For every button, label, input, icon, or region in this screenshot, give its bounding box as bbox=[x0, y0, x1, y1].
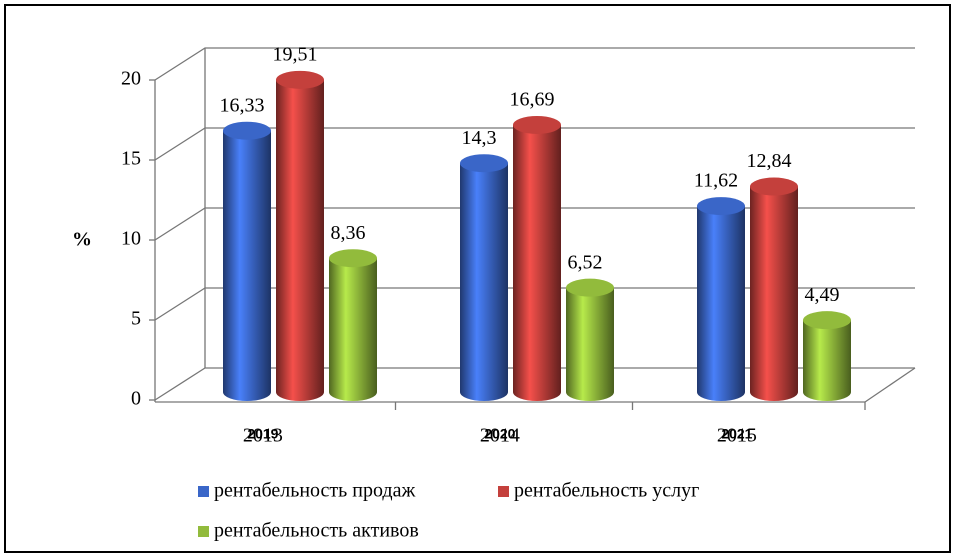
bar bbox=[513, 124, 561, 402]
bar bbox=[803, 320, 851, 401]
bar-top bbox=[750, 177, 798, 196]
bar-top bbox=[697, 197, 745, 216]
bar-top bbox=[276, 70, 324, 89]
bar bbox=[566, 287, 614, 401]
grid-line bbox=[154, 127, 915, 161]
bar-top bbox=[513, 115, 561, 134]
x-tick-label: 2020 bbox=[484, 426, 515, 442]
bar bbox=[329, 258, 377, 401]
grid-line bbox=[154, 47, 915, 81]
y-tick-label: 20 bbox=[121, 68, 141, 90]
y-tick-label: 0 bbox=[131, 388, 141, 410]
bar-top bbox=[566, 278, 614, 297]
bar bbox=[276, 79, 324, 401]
x-tick-label: 2021 bbox=[721, 426, 752, 442]
value-label: 4,49 bbox=[805, 284, 840, 306]
value-label: 19,51 bbox=[273, 43, 318, 65]
grid-line bbox=[154, 367, 915, 401]
x-tick-label: 2019 bbox=[247, 426, 278, 442]
grid-line bbox=[154, 287, 915, 321]
value-label: 8,36 bbox=[331, 222, 366, 244]
y-tick-label: 5 bbox=[131, 308, 141, 330]
bar bbox=[223, 130, 271, 401]
bar-top bbox=[329, 249, 377, 268]
legend-label: рентабельность продаж bbox=[214, 480, 415, 502]
bar-top bbox=[460, 154, 508, 173]
bar-top bbox=[223, 121, 271, 140]
x-underlying-label: 2015 bbox=[717, 425, 757, 447]
y-tick-label: 15 bbox=[121, 148, 141, 170]
legend-swatch bbox=[198, 526, 209, 537]
legend-swatch bbox=[198, 486, 209, 497]
x-underlying-label: 2013 bbox=[243, 425, 283, 447]
value-label: 14,3 bbox=[462, 127, 497, 149]
value-label: 12,84 bbox=[747, 150, 792, 172]
value-label: 6,52 bbox=[568, 251, 603, 273]
x-underlying-label: 2014 bbox=[480, 425, 520, 447]
bar-top bbox=[803, 311, 851, 330]
grid-line bbox=[154, 207, 915, 241]
y-axis-label: % bbox=[72, 229, 92, 251]
legend-label: рентабельность услуг bbox=[514, 480, 699, 502]
bar bbox=[750, 186, 798, 401]
bar bbox=[697, 206, 745, 401]
value-label: 11,62 bbox=[694, 170, 738, 192]
legend-label: рентабельность активов bbox=[214, 520, 419, 542]
bar bbox=[460, 163, 508, 401]
floor-right bbox=[864, 367, 916, 403]
y-tick-label: 10 bbox=[121, 228, 141, 250]
value-label: 16,69 bbox=[510, 89, 555, 111]
legend-swatch bbox=[498, 486, 509, 497]
value-label: 16,33 bbox=[220, 94, 265, 116]
